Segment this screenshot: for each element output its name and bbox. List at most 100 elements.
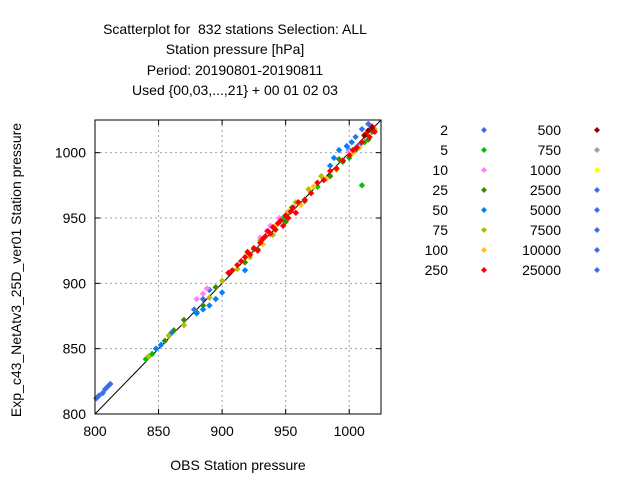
data-point (282, 218, 289, 226)
legend-label: 100 (425, 242, 449, 258)
legend-marker (594, 227, 600, 233)
data-point (225, 269, 232, 277)
data-point (339, 157, 347, 164)
data-point (199, 302, 207, 309)
data-point (107, 380, 114, 388)
legend-label: 1000 (530, 162, 561, 178)
y-tick-label: 800 (63, 406, 87, 422)
data-point (314, 179, 321, 186)
data-point (237, 257, 245, 265)
data-point (335, 146, 343, 154)
data-point (257, 239, 264, 247)
legend-marker (481, 147, 487, 153)
data-point (333, 165, 340, 172)
legend-marker (481, 127, 487, 133)
data-point (229, 267, 236, 274)
x-tick-label: 800 (83, 423, 107, 439)
data-point (348, 139, 355, 146)
data-point (310, 183, 317, 190)
legend-label: 10000 (522, 242, 561, 258)
data-point (241, 254, 249, 261)
data-point (267, 230, 274, 237)
x-tick-label: 900 (210, 423, 234, 439)
data-point (212, 284, 219, 291)
data-point (279, 222, 287, 230)
chart-title-line-2: Station pressure [hPa] (165, 41, 305, 57)
data-point (318, 172, 325, 180)
data-point (193, 310, 200, 317)
data-point (180, 321, 188, 329)
legend-label: 2 (440, 122, 448, 138)
data-point (343, 142, 350, 150)
y-axis-label: Exp_c43_NetAtv3_25D_ver01 Station pressu… (8, 123, 24, 417)
legend-label: 250 (425, 262, 449, 278)
data-point (358, 182, 366, 189)
legend-marker (481, 247, 487, 253)
data-points (93, 120, 378, 402)
legend-marker (594, 147, 600, 153)
data-point (330, 154, 338, 162)
grid-lines (95, 120, 381, 414)
data-point (365, 120, 372, 128)
legend-marker (481, 267, 487, 273)
legend-label: 750 (538, 142, 562, 158)
x-tick-label: 1000 (334, 423, 365, 439)
data-point (290, 204, 297, 211)
legend-marker (594, 207, 600, 213)
data-point (368, 124, 376, 132)
data-point (276, 214, 283, 222)
y-tick-label: 950 (63, 210, 87, 226)
data-point (267, 222, 274, 230)
data-point (358, 125, 366, 133)
data-point (149, 350, 156, 358)
data-point (241, 267, 249, 274)
data-point (161, 337, 169, 345)
legend: 2510255075100250500750100025005000750010… (425, 122, 600, 278)
y-tick-label: 850 (63, 341, 87, 357)
data-point (254, 247, 261, 254)
data-point (157, 341, 165, 348)
data-point (287, 208, 294, 215)
data-point (326, 162, 334, 169)
data-point (285, 214, 292, 222)
x-tick-label: 850 (147, 423, 171, 439)
legend-marker (481, 227, 487, 233)
data-point (193, 295, 200, 303)
data-point (371, 128, 378, 135)
legend-label: 2500 (530, 182, 561, 198)
data-point (206, 294, 213, 301)
y-tick-label: 900 (63, 275, 87, 291)
data-point (218, 277, 226, 284)
chart-title-line-3: Period: 20190801-20190811 (146, 62, 324, 78)
plot-frame (94, 119, 382, 415)
legend-label: 75 (432, 222, 448, 238)
legend-marker (594, 167, 600, 173)
data-point (212, 295, 219, 303)
data-point (218, 289, 226, 296)
data-point (305, 186, 312, 193)
data-point (269, 231, 277, 239)
data-point (234, 261, 241, 269)
data-point (365, 127, 372, 134)
data-point (361, 132, 368, 139)
data-point (301, 196, 308, 203)
data-point (358, 139, 366, 146)
data-point (326, 167, 334, 175)
data-point (352, 133, 359, 141)
data-point (295, 199, 302, 206)
data-point (199, 295, 207, 303)
data-point (99, 389, 106, 397)
y-tick-label: 1000 (55, 145, 86, 161)
data-point (180, 316, 188, 324)
legend-marker (594, 267, 600, 273)
data-point (199, 306, 207, 313)
data-point (95, 392, 103, 399)
legend-label: 25 (432, 182, 448, 198)
data-point (326, 172, 334, 180)
data-point (272, 226, 279, 233)
data-point (152, 345, 160, 352)
data-point (145, 353, 152, 360)
data-point (203, 285, 211, 292)
data-point (262, 233, 269, 240)
